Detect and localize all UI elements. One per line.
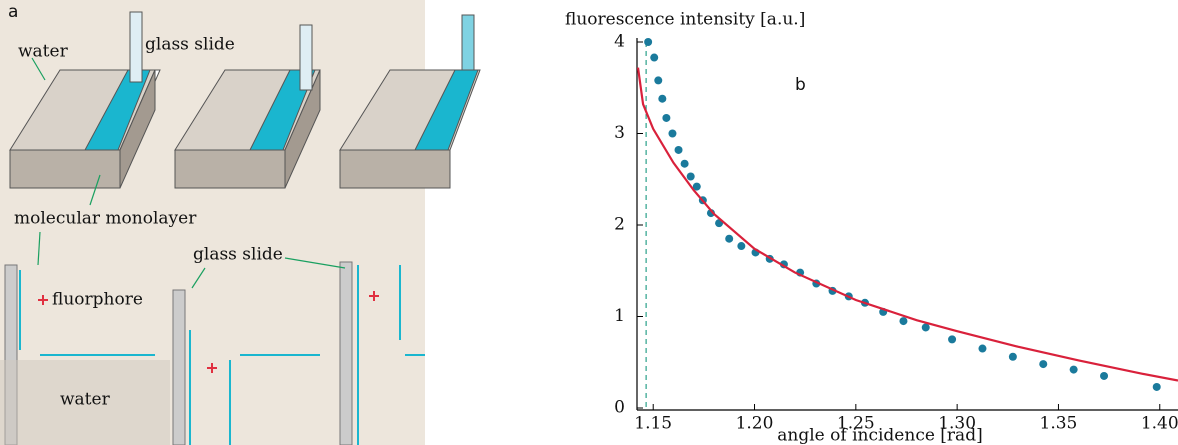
y-tick-label: 4 bbox=[614, 32, 625, 52]
label: water bbox=[60, 390, 111, 410]
panel-label: a bbox=[8, 2, 18, 22]
monolayer-sketches bbox=[0, 261, 425, 445]
x-tick-label: 1.30 bbox=[938, 414, 976, 434]
x-tick-label: 1.20 bbox=[736, 414, 774, 434]
label: molecular monolayer bbox=[14, 209, 197, 229]
data-point bbox=[1008, 352, 1017, 361]
y-tick-label: 3 bbox=[614, 123, 625, 143]
data-point bbox=[680, 159, 689, 168]
data-point bbox=[692, 182, 701, 191]
x-tick-label: 1.40 bbox=[1141, 414, 1178, 434]
troughs bbox=[9, 11, 481, 189]
data-point bbox=[654, 76, 663, 85]
data-point bbox=[1152, 382, 1161, 391]
data-point bbox=[899, 317, 908, 326]
data-point bbox=[662, 113, 671, 122]
leader-lines bbox=[31, 57, 346, 289]
panel-label: b bbox=[795, 75, 806, 95]
data-point bbox=[658, 94, 667, 103]
data-point bbox=[1069, 365, 1078, 374]
data-point bbox=[644, 38, 653, 46]
data-point bbox=[668, 129, 677, 138]
fluorophore-marks bbox=[38, 291, 379, 373]
data-point bbox=[674, 145, 683, 154]
fit-line bbox=[636, 67, 1178, 382]
y-tick-label: 2 bbox=[614, 215, 625, 235]
data-point bbox=[650, 53, 659, 62]
data-point bbox=[1039, 360, 1048, 369]
x-tick-label: 1.15 bbox=[634, 414, 672, 434]
data-point bbox=[737, 242, 746, 251]
x-axis-title: angle of incidence [rad] bbox=[777, 426, 982, 445]
y-tick-label: 1 bbox=[614, 306, 625, 326]
panel-b: fluorescence intensity [a.u.] angle of i… bbox=[565, 10, 1178, 445]
y-tick-label: 0 bbox=[614, 398, 625, 418]
data-point bbox=[686, 172, 695, 181]
x-tick-label: 1.35 bbox=[1040, 414, 1078, 434]
label: fluorphore bbox=[52, 290, 143, 310]
label: water bbox=[18, 42, 69, 62]
data-point bbox=[921, 323, 930, 332]
x-tick-label: 1.25 bbox=[837, 414, 875, 434]
data-point bbox=[948, 335, 957, 344]
panel-a: a water glass slide molecular monolayer … bbox=[0, 0, 481, 445]
data-point bbox=[725, 234, 734, 243]
data-point bbox=[978, 344, 987, 353]
y-axis-title: fluorescence intensity [a.u.] bbox=[565, 10, 805, 30]
data-point bbox=[1100, 371, 1109, 380]
label: glass slide bbox=[193, 245, 283, 265]
label: glass slide bbox=[145, 35, 235, 55]
